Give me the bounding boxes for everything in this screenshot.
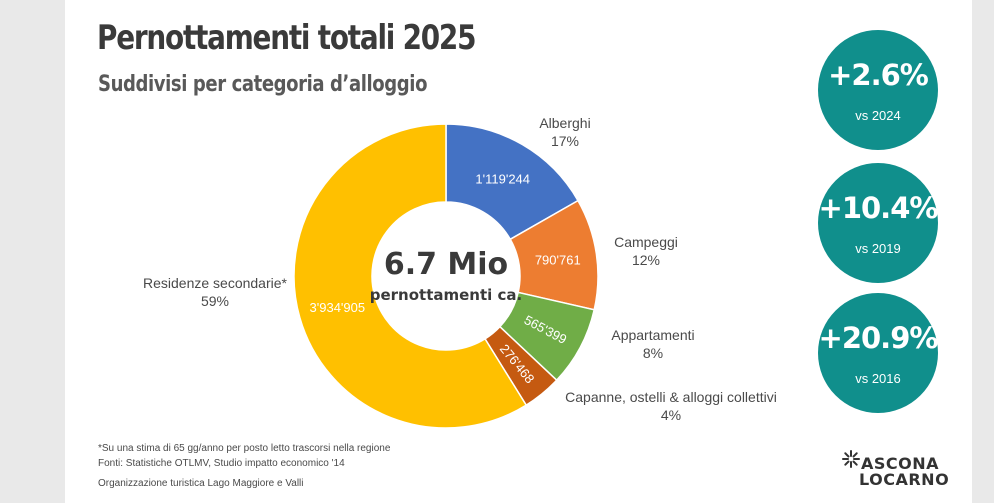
category-label: Campeggi — [614, 234, 678, 250]
chart-subtitle: Suddivisi per categoria d’alloggio — [98, 72, 428, 97]
organization-name: Organizzazione turistica Lago Maggiore e… — [98, 478, 304, 489]
percent-label: 12% — [632, 252, 660, 268]
category-label: Alberghi — [539, 115, 590, 131]
value-label: 1'119'244 — [475, 171, 530, 186]
value-label: 3'934'905 — [310, 300, 366, 315]
stat-value: +10.4% — [818, 191, 939, 225]
footnote: *Su una stima di 65 gg/anno per posto le… — [98, 443, 391, 454]
stat-circle-2019: +10.4% vs 2019 — [818, 163, 938, 283]
stat-circle-2024: +2.6% vs 2024 — [818, 30, 938, 150]
stat-value: +2.6% — [828, 58, 929, 92]
chart-title: Pernottamenti totali 2025 — [97, 18, 476, 58]
percent-label: 4% — [661, 407, 681, 423]
percent-label: 8% — [643, 345, 663, 361]
center-caption: pernottamenti ca. — [370, 286, 522, 304]
slice-residenze-secondarie — [293, 123, 528, 429]
logo-line-2: LOCARNO — [859, 470, 950, 489]
stat-label: vs 2019 — [855, 241, 901, 256]
percent-label: 59% — [201, 293, 229, 309]
sources: Fonti: Statistiche OTLMV, Studio impatto… — [98, 458, 345, 469]
logo-line-1: ASCONA — [861, 454, 940, 473]
sun-burst-icon — [842, 450, 860, 468]
category-label: Capanne, ostelli & alloggi collettivi — [565, 389, 777, 405]
ascona-locarno-logo: ASCONA LOCARNO — [841, 449, 951, 489]
stat-value: +20.9% — [818, 321, 939, 355]
stat-circle-2016: +20.9% vs 2016 — [818, 293, 938, 413]
slice-alberghi — [445, 123, 579, 241]
stat-label: vs 2016 — [855, 371, 901, 386]
donut-chart: 1'119'244790'761565'399276'4683'934'905 … — [143, 115, 777, 429]
percent-label: 17% — [551, 133, 579, 149]
value-label: 790'761 — [535, 252, 581, 267]
stat-label: vs 2024 — [855, 108, 901, 123]
center-total: 6.7 Mio — [384, 247, 508, 282]
slide: Pernottamenti totali 2025 Suddivisi per … — [65, 0, 972, 503]
category-label: Residenze secondarie* — [143, 275, 288, 291]
category-label: Appartamenti — [611, 327, 694, 343]
